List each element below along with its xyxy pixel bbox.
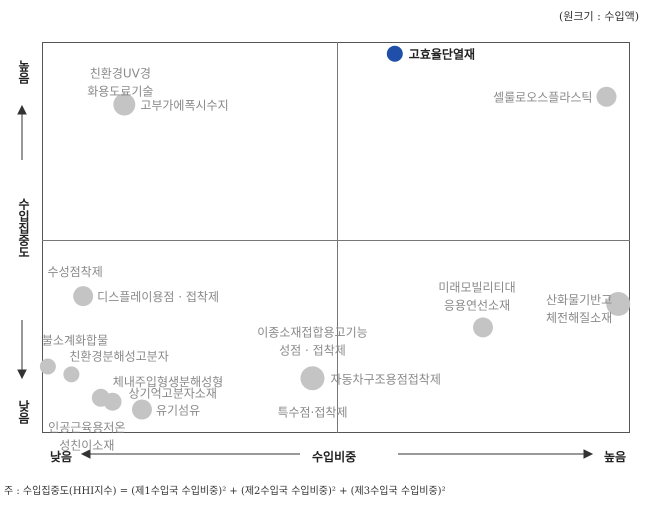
data-point <box>596 86 617 107</box>
data-label: 자동차구조용점접착제 <box>330 372 440 386</box>
data-label-line: 상기억고분자소재 <box>129 387 217 401</box>
data-label-line: 체전해질소재 <box>546 311 612 325</box>
data-label-line: 산화물기반고 <box>546 293 612 307</box>
data-label-line: 고효율단열재 <box>409 47 475 62</box>
quadrant-divider-horizontal <box>42 240 630 241</box>
data-label-line: 미래모빌리티대 <box>438 280 515 294</box>
x-arrow-right-head <box>583 449 594 459</box>
data-label-line: 성점 · 접착제 <box>279 343 346 357</box>
data-label-line: 화용도료기술 <box>87 85 153 99</box>
data-label: 고효율단열재 <box>409 47 475 62</box>
y-title-text: 수입집중도 <box>16 198 31 258</box>
data-label-line: 특수점·접착제 <box>277 405 347 419</box>
data-point <box>300 366 325 391</box>
data-label: 디스플레이용점 · 접착제 <box>97 290 219 304</box>
x-axis-title: 수입비중 <box>312 450 357 464</box>
y-axis-high-label: 높음 <box>14 60 32 88</box>
y-arrow-up-head <box>17 104 27 115</box>
data-label-line: 고부가에폭시수지 <box>140 99 228 113</box>
data-point <box>39 358 56 375</box>
data-label-line: 수성점착제 <box>48 265 103 279</box>
data-point <box>386 45 403 62</box>
x-arrow-left-head <box>80 449 91 459</box>
data-label: 셀룰로오스플라스틱 <box>493 91 592 105</box>
axis-arrows <box>17 104 594 459</box>
data-label-line: 이종소재접합용고기능 <box>257 325 367 339</box>
data-point <box>113 93 136 116</box>
data-label: 상기억고분자소재 <box>129 387 217 401</box>
data-label-line: 인공근육용저온 <box>48 420 125 434</box>
x-axis-low-label: 낮음 <box>50 450 73 464</box>
data-label-line: 응용연선소재 <box>444 298 510 312</box>
data-point <box>103 392 122 411</box>
data-point <box>473 317 493 338</box>
data-point <box>606 291 631 316</box>
data-label: 친환경분해성고분자 <box>69 349 168 363</box>
data-label: 불소계화합물 <box>42 334 108 348</box>
y-axis-low-label: 낮음 <box>14 400 32 428</box>
data-label-line: 친환경UV경 <box>90 67 151 81</box>
unit-note: (원크기 : 수입액) <box>558 10 639 23</box>
data-label: 유기섬유 <box>156 404 200 418</box>
y-high-text: 높음 <box>16 60 31 84</box>
data-label-line: 셀룰로오스플라스틱 <box>493 91 592 105</box>
data-label: 체내주입형생분해성형 <box>113 375 223 389</box>
data-point <box>131 399 152 420</box>
y-arrow-down-head <box>17 369 27 380</box>
data-label-line: 성친이소재 <box>59 438 114 452</box>
data-point <box>63 366 80 383</box>
quadrant-divider-vertical <box>337 42 338 433</box>
data-points <box>39 45 631 420</box>
y-axis-title: 수입집중도 <box>14 198 32 262</box>
data-label-line: 불소계화합물 <box>42 334 108 348</box>
x-axis-high-label: 높음 <box>604 450 627 464</box>
data-label-line: 친환경분해성고분자 <box>69 349 168 363</box>
data-label-line: 디스플레이용점 · 접착제 <box>97 290 219 304</box>
data-label: 특수점·접착제 <box>277 405 347 419</box>
data-label: 고부가에폭시수지 <box>140 99 228 113</box>
data-point <box>73 286 94 307</box>
data-label-line: 유기섬유 <box>156 404 200 418</box>
plot-frame <box>42 42 630 433</box>
data-label-line: 체내주입형생분해성형 <box>113 375 223 389</box>
data-label: 수성점착제 <box>48 265 103 279</box>
footnote: 주 : 수입집중도(HHI지수) = (제1수입국 수입비중)² + (제2수입… <box>4 486 446 497</box>
data-label-line: 자동차구조용점접착제 <box>330 372 440 386</box>
y-low-text: 낮음 <box>16 400 31 424</box>
